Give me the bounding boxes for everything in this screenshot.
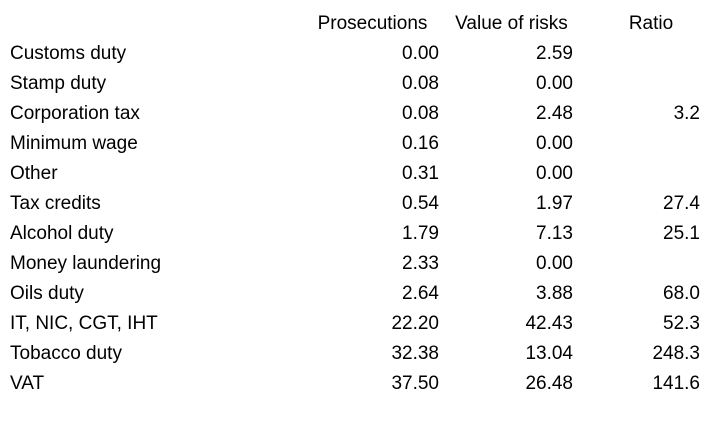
cell-value-of-risks: 13.04 [525, 343, 573, 364]
cell-value-of-risks: 3.88 [536, 283, 573, 304]
row-label: Stamp duty [10, 73, 107, 94]
cell-value-of-risks: 26.48 [525, 373, 573, 394]
cell-prosecutions: 0.08 [402, 73, 439, 94]
row-label: Tax credits [10, 193, 101, 214]
table-row: Tobacco duty 32.38 13.04 248.3 [0, 339, 724, 369]
header-ratio: Ratio [628, 13, 674, 34]
row-label: Other [10, 163, 58, 184]
cell-value-of-risks: 7.13 [536, 223, 573, 244]
cell-value-of-risks: 2.48 [536, 103, 573, 124]
header-row: Prosecutions Value of risks Ratio [0, 9, 724, 39]
cell-prosecutions: 2.33 [402, 253, 439, 274]
cell-value-of-risks: 0.00 [536, 253, 573, 274]
row-label: Corporation tax [10, 103, 140, 124]
cell-value-of-risks: 42.43 [525, 313, 573, 334]
cell-value-of-risks: 2.59 [536, 43, 573, 64]
cell-ratio [578, 69, 724, 99]
data-table: Prosecutions Value of risks Ratio Custom… [0, 9, 724, 399]
table-row: Stamp duty 0.08 0.00 [0, 69, 724, 99]
row-label: Oils duty [10, 283, 84, 304]
cell-ratio: 3.2 [673, 103, 700, 124]
cell-value-of-risks: 1.97 [536, 193, 573, 214]
cell-prosecutions: 0.54 [402, 193, 439, 214]
cell-ratio [578, 39, 724, 69]
cell-prosecutions: 22.20 [391, 313, 439, 334]
table-row: Corporation tax 0.08 2.48 3.2 [0, 99, 724, 129]
header-row-label [0, 9, 300, 39]
table-row: Other 0.31 0.00 [0, 159, 724, 189]
table-row: VAT 37.50 26.48 141.6 [0, 369, 724, 399]
cell-prosecutions: 37.50 [391, 373, 439, 394]
cell-ratio [578, 249, 724, 279]
header-value-of-risks: Value of risks [455, 13, 568, 34]
cell-ratio: 25.1 [663, 223, 700, 244]
table-row: Tax credits 0.54 1.97 27.4 [0, 189, 724, 219]
cell-ratio: 27.4 [663, 193, 700, 214]
row-label: Tobacco duty [10, 343, 122, 364]
cell-ratio: 52.3 [663, 313, 700, 334]
cell-prosecutions: 0.00 [402, 43, 439, 64]
row-label: Alcohol duty [10, 223, 114, 244]
cell-ratio: 141.6 [652, 373, 700, 394]
row-label: Customs duty [10, 43, 127, 64]
cell-value-of-risks: 0.00 [536, 133, 573, 154]
cell-prosecutions: 0.08 [402, 103, 439, 124]
cell-prosecutions: 0.16 [402, 133, 439, 154]
table-row: IT, NIC, CGT, IHT 22.20 42.43 52.3 [0, 309, 724, 339]
cell-ratio [578, 129, 724, 159]
cell-prosecutions: 1.79 [402, 223, 439, 244]
row-label: IT, NIC, CGT, IHT [10, 313, 158, 334]
cell-prosecutions: 2.64 [402, 283, 439, 304]
table-row: Minimum wage 0.16 0.00 [0, 129, 724, 159]
header-prosecutions: Prosecutions [317, 13, 428, 34]
row-label: Money laundering [10, 253, 162, 274]
table-row: Customs duty 0.00 2.59 [0, 39, 724, 69]
cell-prosecutions: 32.38 [391, 343, 439, 364]
cell-value-of-risks: 0.00 [536, 73, 573, 94]
table-row: Money laundering 2.33 0.00 [0, 249, 724, 279]
cell-prosecutions: 0.31 [402, 163, 439, 184]
table-row: Oils duty 2.64 3.88 68.0 [0, 279, 724, 309]
cell-ratio [578, 159, 724, 189]
cell-value-of-risks: 0.00 [536, 163, 573, 184]
table-row: Alcohol duty 1.79 7.13 25.1 [0, 219, 724, 249]
row-label: Minimum wage [10, 133, 138, 154]
row-label: VAT [10, 373, 45, 394]
cell-ratio: 248.3 [652, 343, 700, 364]
cell-ratio: 68.0 [663, 283, 700, 304]
